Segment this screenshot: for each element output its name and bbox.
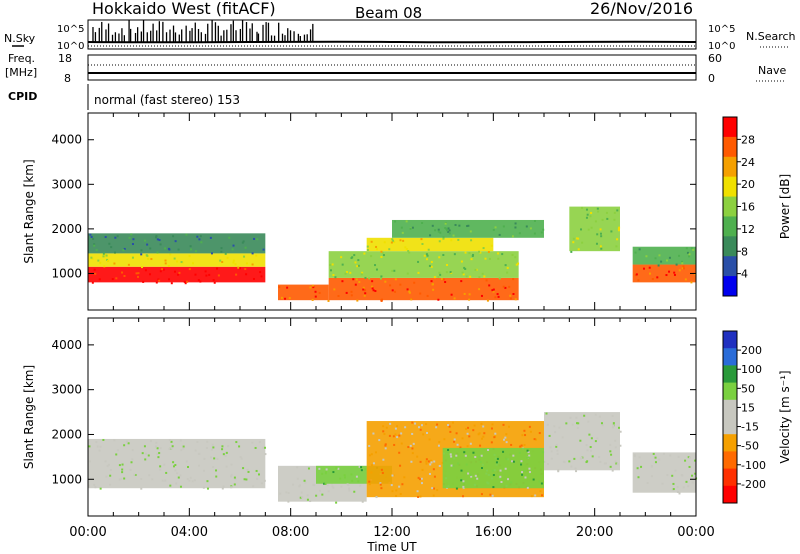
y-tick-label: 4000 [51, 338, 82, 352]
colorbar-tick-label: 16 [741, 201, 755, 214]
y-axis-label: Slant Range [km] [22, 365, 36, 469]
data-region [392, 219, 544, 238]
colorbar-tick-label: 100 [741, 363, 762, 376]
data-region [328, 277, 519, 301]
colorbar-segment [723, 117, 737, 138]
nave-top-tick: 60 [708, 52, 722, 65]
colorbar-tick-label: -100 [741, 459, 766, 472]
cpid-label: CPID [8, 90, 37, 103]
nsky-line [87, 40, 697, 44]
y-tick-label: 2000 [51, 222, 82, 236]
nsky-strip [87, 19, 697, 50]
velocity-panel: 1000 2000 3000 4000 Slant Range [km] [22, 317, 698, 517]
x-tick-label: 08:00 [272, 525, 309, 540]
colorbar-tick-label: -50 [741, 440, 759, 453]
colorbar-segment [723, 365, 737, 384]
freq-unit: [MHz] [5, 66, 37, 79]
freq-strip [87, 54, 697, 81]
data-region [88, 233, 266, 254]
colorbar-segment [723, 382, 737, 401]
y-axis-label: Slant Range [km] [22, 159, 36, 263]
colorbar-segment [723, 236, 737, 257]
freq-label: Freq. [8, 52, 35, 65]
colorbar-tick-label: 20 [741, 178, 755, 191]
colorbar-tick-label: 50 [741, 382, 755, 395]
colorbar-segment [723, 485, 737, 504]
nsky-bars [92, 20, 314, 42]
colorbar-tick-label: 15 [741, 401, 755, 414]
colorbar-segment [723, 136, 737, 158]
colorbar-segment [723, 451, 737, 470]
x-tick-label: 00:00 [69, 525, 106, 540]
data-region [632, 246, 696, 265]
freq-bottom-tick: 8 [64, 72, 71, 85]
nsky-bottom-tick: 10^0 [57, 41, 84, 52]
time-axis: 00:00 04:00 08:00 12:00 16:00 20:00 00:00 Time … [69, 525, 714, 554]
freq-top-tick: 18 [58, 52, 72, 65]
nsky-label: N.Sky [4, 32, 36, 45]
y-tick-label: 4000 [51, 133, 82, 147]
station-title: Hokkaido West (fitACF) [92, 0, 276, 18]
colorbar-segment [723, 331, 737, 349]
colorbar-tick-label: 12 [741, 223, 755, 236]
colorbar-segment [723, 156, 737, 178]
colorbar-tick-label: 24 [741, 156, 755, 169]
cpid-text: normal (fast stereo) 153 [94, 93, 240, 107]
colorbar-segment [723, 276, 737, 297]
colorbar-tick-label: 8 [741, 245, 748, 258]
colorbar-tick-label: 28 [741, 133, 755, 146]
x-tick-label: 04:00 [171, 525, 208, 540]
x-tick-label: 12:00 [373, 525, 410, 540]
data-region [88, 253, 266, 267]
y-tick-label: 1000 [51, 472, 82, 486]
colorbar-tick-label: 4 [741, 268, 748, 281]
colorbar-segment [723, 417, 737, 435]
x-tick-label: 20:00 [576, 525, 613, 540]
colorbar-segment [723, 399, 737, 418]
data-region [328, 251, 519, 278]
data-region [569, 206, 620, 252]
nsearch-bottom-tick: 10^0 [708, 41, 735, 52]
data-region [88, 266, 266, 283]
y-tick-label: 3000 [51, 383, 82, 397]
y-tick-label: 3000 [51, 177, 82, 191]
data-region [632, 264, 696, 283]
beam-title: Beam 08 [355, 4, 422, 22]
colorbar-segment [723, 176, 737, 198]
data-region [632, 452, 696, 493]
data-region [366, 237, 494, 252]
y-tick-label: 1000 [51, 266, 82, 280]
colorbar-segment [723, 348, 737, 366]
nsky-top-tick: 10^5 [57, 24, 84, 35]
colorbar-tick-label: 200 [741, 344, 762, 357]
colorbar-tick-label: -200 [741, 478, 766, 491]
colorbar-label: Power [dB] [778, 174, 792, 239]
nsearch-label: N.Search [746, 30, 796, 43]
x-axis-label: Time UT [366, 540, 417, 554]
date-title: 26/Nov/2016 [590, 0, 693, 18]
velocity-colorbar: 200 100 50 15 -15 -50 -100 -200 Velocity [m s⁻¹] [722, 330, 792, 504]
colorbar-tick-label: -15 [741, 421, 759, 434]
x-tick-label: 16:00 [475, 525, 512, 540]
data-region [442, 447, 544, 489]
power-panel: 1000 2000 3000 4000 Slant Range [km] [22, 112, 697, 311]
nave-label: Nave [758, 64, 786, 77]
nave-bottom-tick: 0 [708, 72, 715, 85]
nsearch-top-tick: 10^5 [708, 24, 735, 35]
y-tick-label: 2000 [51, 427, 82, 441]
colorbar-label: Velocity [m s⁻¹] [778, 370, 792, 463]
data-region [544, 412, 620, 471]
colorbar-segment [723, 256, 737, 277]
colorbar-segment [723, 216, 737, 237]
colorbar-segment [723, 468, 737, 487]
power-colorbar: 4 8 12 16 20 24 28 Power [dB] [722, 116, 792, 297]
colorbar-segment [723, 434, 737, 452]
colorbar-segment [723, 196, 737, 217]
x-tick-label: 00:00 [677, 525, 714, 540]
